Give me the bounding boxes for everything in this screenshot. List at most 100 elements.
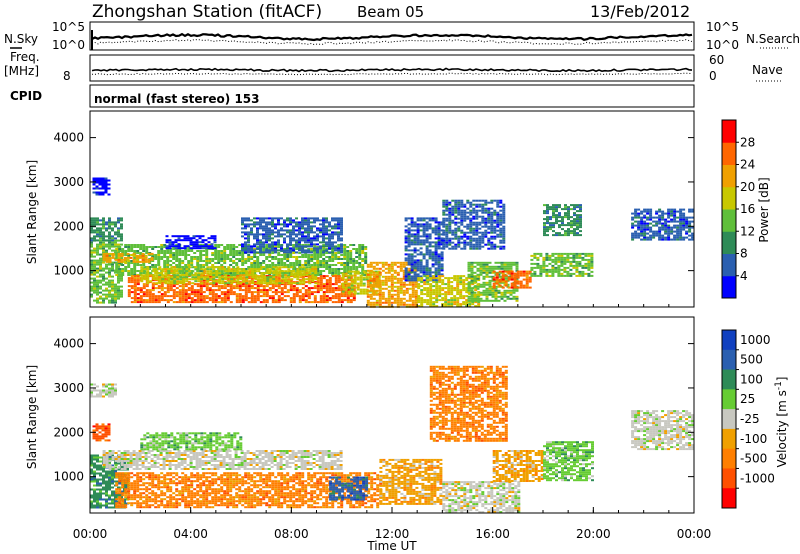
data-cell bbox=[238, 285, 242, 288]
data-cell bbox=[410, 253, 414, 256]
data-cell bbox=[440, 251, 444, 254]
data-cell bbox=[587, 264, 591, 267]
data-cell bbox=[476, 277, 480, 280]
data-cell bbox=[166, 285, 170, 288]
data-cell bbox=[502, 205, 506, 208]
data-cell bbox=[105, 283, 108, 286]
data-cell bbox=[422, 273, 426, 276]
data-cell bbox=[220, 297, 224, 300]
data-cell bbox=[160, 287, 164, 290]
data-cell bbox=[271, 225, 274, 228]
data-cell bbox=[450, 293, 454, 296]
data-cell bbox=[487, 231, 491, 234]
noise-sky-line bbox=[91, 32, 693, 42]
data-cell bbox=[301, 268, 305, 270]
data-cell bbox=[256, 291, 260, 294]
data-cell bbox=[347, 292, 351, 295]
data-cell bbox=[102, 254, 106, 257]
data-cell bbox=[319, 235, 322, 238]
data-cell bbox=[554, 268, 558, 271]
data-cell bbox=[181, 295, 185, 298]
data-cell bbox=[515, 277, 519, 280]
data-cell bbox=[459, 293, 463, 296]
data-cell bbox=[525, 280, 529, 283]
data-cell bbox=[250, 264, 254, 266]
data-cell bbox=[259, 233, 262, 236]
data-cell bbox=[310, 287, 314, 290]
data-cell bbox=[362, 290, 366, 293]
data-cell bbox=[274, 299, 278, 302]
data-cell bbox=[238, 258, 242, 260]
data-cell bbox=[325, 256, 329, 258]
data-cell bbox=[268, 248, 272, 250]
data-cell bbox=[187, 254, 191, 256]
data-cell bbox=[454, 247, 458, 250]
data-cell bbox=[404, 253, 408, 256]
data-cell bbox=[454, 199, 458, 202]
data-cell bbox=[214, 285, 218, 288]
data-cell bbox=[114, 231, 117, 234]
data-cell bbox=[463, 243, 467, 246]
data-cell bbox=[442, 237, 446, 240]
data-cell bbox=[493, 235, 497, 238]
data-cell bbox=[99, 273, 102, 276]
data-cell bbox=[456, 275, 460, 278]
data-cell bbox=[516, 282, 520, 285]
data-cell bbox=[139, 289, 143, 292]
data-cell bbox=[275, 272, 279, 275]
data-cell bbox=[554, 260, 558, 263]
data-cell bbox=[416, 229, 420, 232]
data-cell bbox=[359, 278, 363, 281]
data-cell bbox=[405, 287, 409, 290]
data-cell bbox=[472, 237, 476, 240]
data-cell bbox=[107, 183, 111, 186]
data-cell bbox=[111, 235, 114, 238]
data-cell bbox=[200, 276, 204, 279]
data-cell bbox=[283, 219, 286, 222]
data-cell bbox=[127, 291, 131, 294]
data-cell bbox=[396, 293, 400, 296]
data-cell bbox=[431, 279, 435, 282]
data-cell bbox=[290, 270, 294, 273]
data-cell bbox=[289, 235, 292, 238]
data-cell bbox=[138, 260, 142, 263]
data-cell bbox=[447, 301, 451, 304]
data-cell bbox=[194, 268, 198, 271]
data-cell bbox=[420, 293, 424, 296]
data-cell bbox=[199, 254, 203, 256]
data-cell bbox=[429, 277, 433, 280]
data-cell bbox=[414, 285, 418, 288]
data-cell bbox=[325, 227, 328, 230]
data-cell bbox=[491, 271, 495, 274]
data-cell bbox=[487, 239, 491, 242]
data-cell bbox=[476, 293, 480, 296]
data-cell bbox=[536, 256, 540, 259]
data-cell bbox=[199, 244, 203, 246]
data-cell bbox=[419, 225, 423, 228]
data-cell bbox=[133, 264, 137, 266]
data-cell bbox=[516, 272, 520, 275]
data-cell bbox=[516, 286, 520, 289]
data-cell bbox=[442, 217, 446, 220]
data-cell bbox=[496, 217, 500, 220]
data-cell bbox=[456, 299, 460, 302]
data-cell bbox=[127, 250, 131, 252]
data-cell bbox=[158, 268, 162, 271]
data-cell bbox=[169, 264, 173, 266]
data-cell bbox=[188, 274, 192, 277]
data-cell bbox=[277, 252, 281, 254]
freq-line bbox=[91, 67, 693, 73]
data-cell bbox=[478, 245, 482, 248]
data-cell bbox=[167, 274, 171, 277]
data-cell bbox=[328, 247, 331, 250]
data-cell bbox=[147, 258, 151, 261]
data-cell bbox=[178, 285, 182, 288]
data-cell bbox=[178, 295, 182, 298]
data-cell bbox=[217, 260, 221, 262]
data-cell bbox=[117, 258, 121, 261]
data-cell bbox=[265, 229, 268, 232]
data-cell bbox=[546, 212, 549, 215]
data-cell bbox=[155, 272, 159, 275]
data-cell bbox=[166, 295, 170, 298]
data-cell bbox=[361, 246, 365, 248]
